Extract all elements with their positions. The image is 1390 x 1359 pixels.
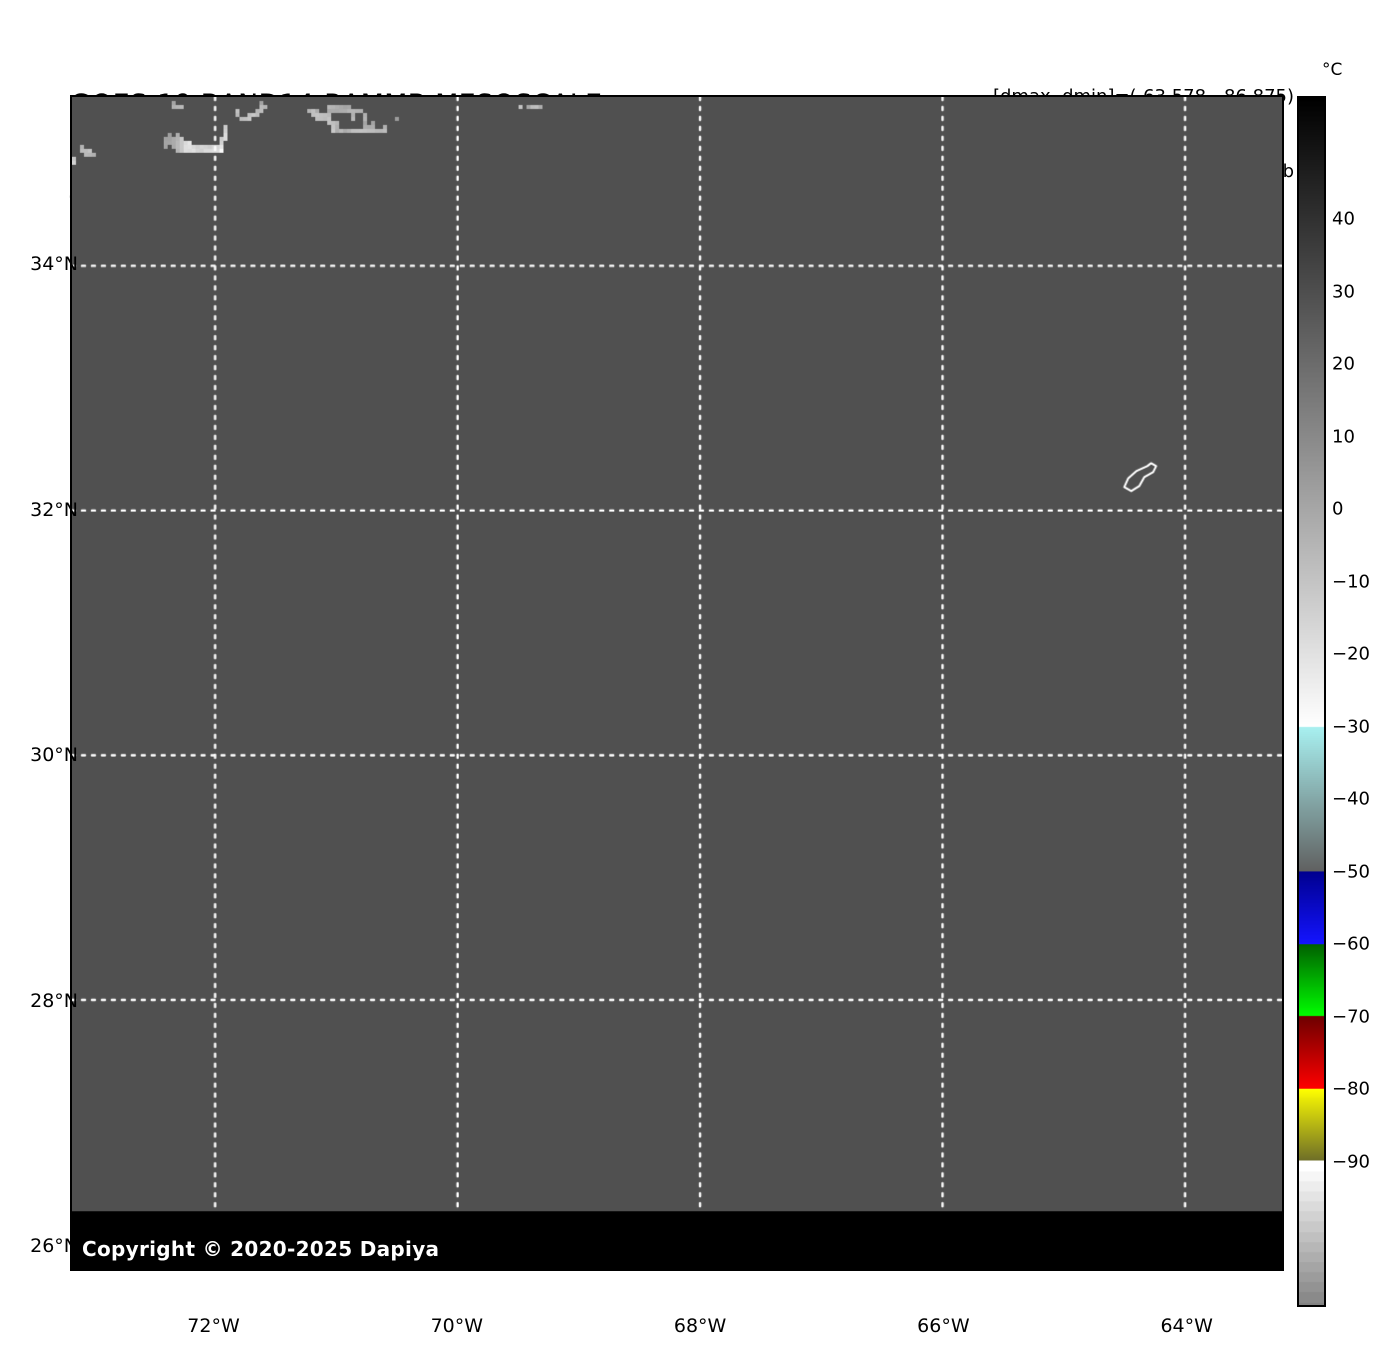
lon-tick-64: 64°W [1160, 1315, 1213, 1337]
lat-tick-26: 26°N [30, 1235, 78, 1258]
colorbar-tick-40: 40 [1332, 208, 1355, 230]
colorbar-tick--40: −40 [1332, 788, 1370, 810]
colorbar-tick-0: 0 [1332, 498, 1344, 520]
colorbar-tick--60: −60 [1332, 933, 1370, 955]
colorbar[interactable] [1297, 96, 1326, 1307]
colorbar-tick--80: −80 [1332, 1078, 1370, 1100]
satellite-map[interactable]: Copyright © 2020-2025 Dapiya [70, 95, 1284, 1271]
copyright-label: Copyright © 2020-2025 Dapiya [82, 1237, 440, 1261]
lon-tick-68: 68°W [673, 1315, 727, 1337]
colorbar-tick-30: 30 [1332, 281, 1355, 303]
lat-tick-34: 34°N [30, 253, 78, 276]
colorbar-tick--70: −70 [1332, 1006, 1370, 1028]
colorbar-gradient [1299, 98, 1324, 1305]
lon-tick-70: 70°W [430, 1315, 484, 1337]
colorbar-tick--90: −90 [1332, 1151, 1370, 1173]
lat-tick-28: 28°N [30, 989, 78, 1012]
satellite-image-canvas [72, 97, 1282, 1269]
lat-tick-30: 30°N [30, 744, 78, 767]
colorbar-tick--10: −10 [1332, 571, 1370, 593]
lon-tick-66: 66°W [917, 1315, 970, 1337]
colorbar-tick--20: −20 [1332, 643, 1370, 665]
colorbar-tick--50: −50 [1332, 861, 1370, 883]
colorbar-tick--30: −30 [1332, 716, 1370, 738]
colorbar-tick-20: 20 [1332, 353, 1355, 375]
lon-tick-72: 72°W [187, 1315, 240, 1337]
colorbar-unit-label: °C [1322, 60, 1343, 80]
lat-tick-32: 32°N [30, 498, 78, 521]
colorbar-tick-10: 10 [1332, 426, 1355, 448]
